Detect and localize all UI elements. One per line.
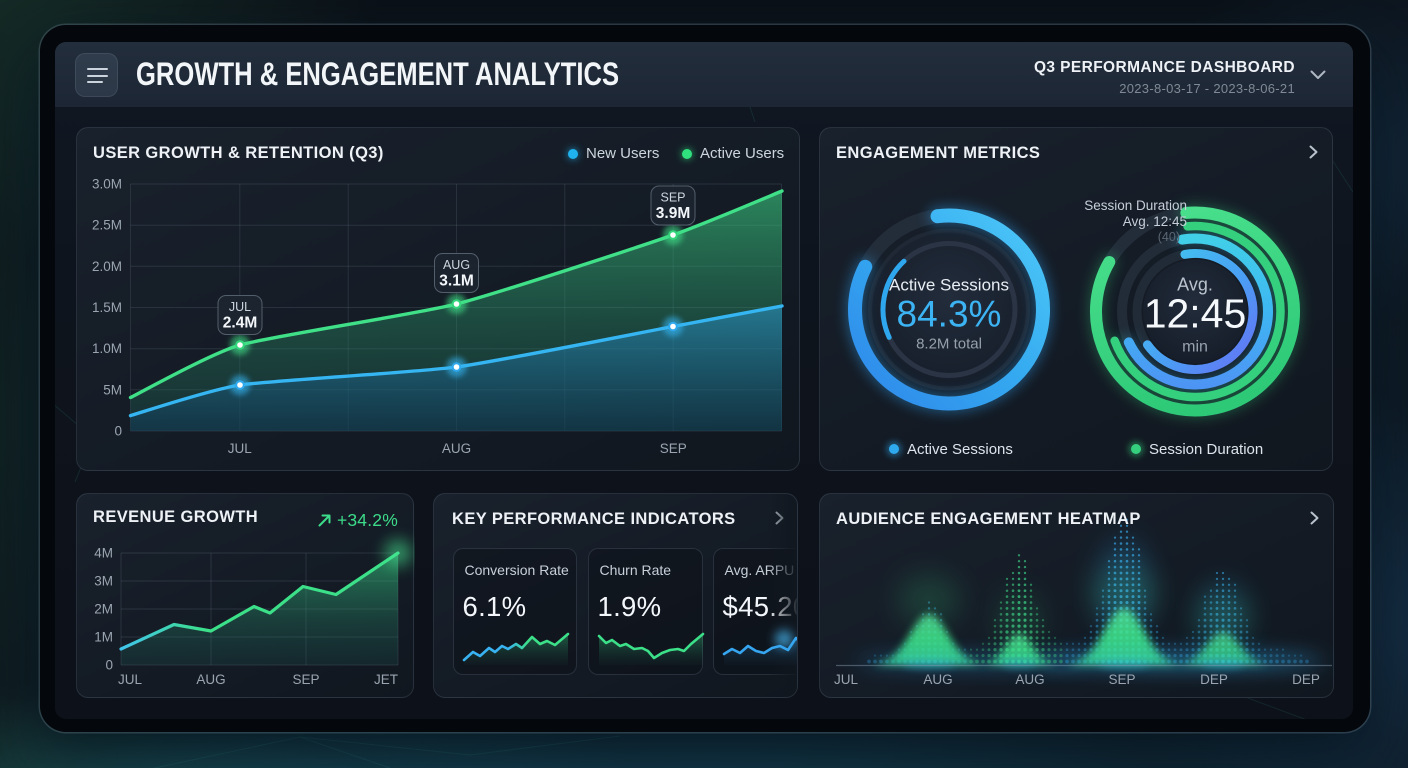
svg-text:SEP: SEP bbox=[660, 191, 685, 205]
svg-text:JET: JET bbox=[374, 672, 398, 687]
svg-text:2.0M: 2.0M bbox=[92, 259, 122, 274]
svg-text:AUG: AUG bbox=[1015, 672, 1044, 687]
svg-text:0: 0 bbox=[105, 658, 113, 673]
svg-text:3.1M: 3.1M bbox=[439, 273, 473, 290]
svg-text:Session Duration: Session Duration bbox=[1149, 441, 1263, 458]
svg-text:AUG: AUG bbox=[923, 672, 952, 687]
svg-text:DEP: DEP bbox=[1200, 672, 1228, 687]
svg-text:JUL: JUL bbox=[229, 300, 251, 314]
svg-text:3.0M: 3.0M bbox=[92, 177, 122, 192]
svg-text:DEP: DEP bbox=[1292, 672, 1320, 687]
svg-text:AUG: AUG bbox=[443, 258, 470, 272]
svg-text:1.5M: 1.5M bbox=[92, 300, 122, 315]
svg-text:AUG: AUG bbox=[442, 441, 471, 456]
svg-text:SEP: SEP bbox=[660, 441, 687, 456]
svg-text:SEP: SEP bbox=[1108, 672, 1135, 687]
svg-text:min: min bbox=[1182, 339, 1208, 356]
svg-text:Session Duration: Session Duration bbox=[1084, 198, 1187, 213]
svg-text:Active Sessions: Active Sessions bbox=[907, 441, 1013, 458]
svg-text:JUL: JUL bbox=[228, 441, 252, 456]
svg-text:SEP: SEP bbox=[292, 672, 319, 687]
svg-text:0: 0 bbox=[114, 424, 122, 439]
svg-text:2M: 2M bbox=[94, 602, 113, 617]
svg-text:Avg. 12:45: Avg. 12:45 bbox=[1123, 214, 1187, 229]
svg-text:5M: 5M bbox=[103, 382, 122, 397]
svg-text:4M: 4M bbox=[94, 546, 113, 561]
svg-text:3.9M: 3.9M bbox=[656, 205, 690, 222]
svg-text:84.3%: 84.3% bbox=[897, 294, 1002, 335]
svg-text:1.0M: 1.0M bbox=[92, 341, 122, 356]
svg-text:JUL: JUL bbox=[118, 672, 142, 687]
svg-text:2.5M: 2.5M bbox=[92, 218, 122, 233]
svg-text:3M: 3M bbox=[94, 574, 113, 589]
svg-text:8.2M total: 8.2M total bbox=[916, 336, 982, 353]
svg-text:Avg.: Avg. bbox=[1177, 275, 1213, 295]
svg-text:Active Sessions: Active Sessions bbox=[889, 276, 1009, 295]
svg-text:AUG: AUG bbox=[196, 672, 225, 687]
svg-text:JUL: JUL bbox=[834, 672, 858, 687]
svg-text:(40): (40) bbox=[1158, 230, 1180, 244]
svg-text:12:45: 12:45 bbox=[1144, 291, 1247, 337]
svg-text:2.4M: 2.4M bbox=[223, 315, 257, 332]
svg-text:1M: 1M bbox=[94, 630, 113, 645]
